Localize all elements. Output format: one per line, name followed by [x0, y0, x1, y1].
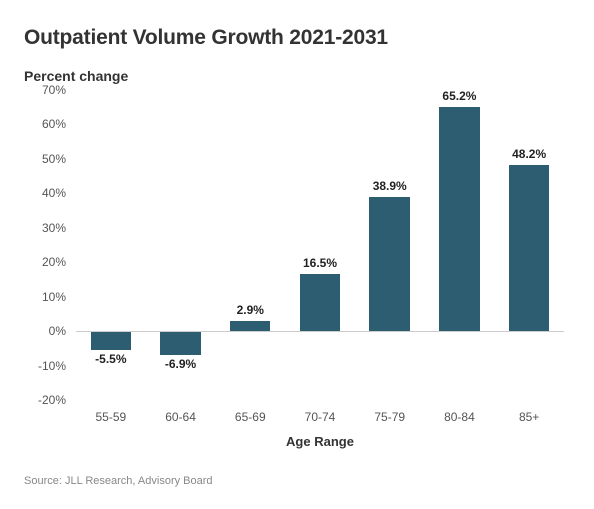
y-tick-label: 10% — [42, 290, 72, 304]
chart-container: Outpatient Volume Growth 2021-2031 Perce… — [0, 0, 594, 509]
source-note: Source: JLL Research, Advisory Board — [24, 475, 213, 487]
x-tick-label: 85+ — [519, 410, 539, 424]
chart-subtitle: Percent change — [24, 68, 570, 84]
x-tick-label: 75-79 — [374, 410, 405, 424]
x-tick-label: 80-84 — [444, 410, 475, 424]
bar — [91, 331, 131, 350]
y-tick-label: 70% — [42, 83, 72, 97]
x-axis-title: Age Range — [286, 434, 354, 449]
x-tick-label: 65-69 — [235, 410, 266, 424]
x-tick-label: 60-64 — [165, 410, 196, 424]
chart-title: Outpatient Volume Growth 2021-2031 — [24, 26, 570, 50]
bar — [439, 107, 479, 332]
bar-value-label: -5.5% — [95, 352, 126, 366]
bar — [509, 165, 549, 331]
bar — [160, 331, 200, 355]
y-tick-label: 60% — [42, 117, 72, 131]
y-tick-label: 30% — [42, 221, 72, 235]
y-tick-label: -20% — [38, 393, 72, 407]
bar-value-label: 16.5% — [303, 256, 337, 270]
bars-layer: -5.5%55-59-6.9%60-642.9%65-6916.5%70-743… — [76, 90, 564, 400]
y-tick-label: 20% — [42, 255, 72, 269]
x-tick-label: 70-74 — [305, 410, 336, 424]
zero-line — [76, 331, 564, 332]
y-tick-label: -10% — [38, 359, 72, 373]
bar-value-label: 2.9% — [237, 303, 264, 317]
bar-value-label: -6.9% — [165, 357, 196, 371]
plot-area: -5.5%55-59-6.9%60-642.9%65-6916.5%70-743… — [24, 90, 564, 400]
bar-value-label: 38.9% — [373, 179, 407, 193]
y-tick-label: 50% — [42, 152, 72, 166]
bar-value-label: 48.2% — [512, 147, 546, 161]
bar — [369, 197, 409, 331]
bar-value-label: 65.2% — [442, 89, 476, 103]
bar — [230, 321, 270, 331]
x-tick-label: 55-59 — [95, 410, 126, 424]
bar — [300, 274, 340, 331]
y-tick-label: 0% — [49, 324, 72, 338]
y-tick-label: 40% — [42, 186, 72, 200]
